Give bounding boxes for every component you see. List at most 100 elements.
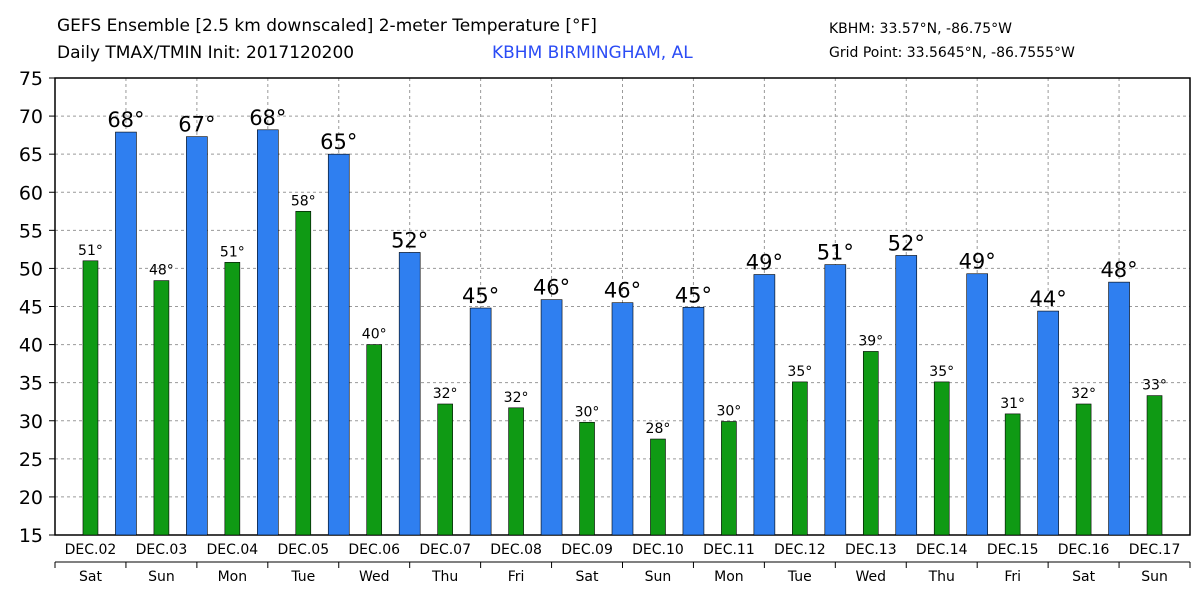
x-date-label: DEC.12 [774, 542, 826, 558]
tmax-data-label: 65° [320, 130, 357, 154]
tmin-data-label: 30° [716, 404, 741, 420]
tmax-bar [115, 131, 137, 536]
tmax-bar [895, 255, 918, 536]
x-weekday-label: Thu [928, 569, 955, 585]
x-date-label: DEC.07 [419, 542, 471, 558]
tmin-bar [862, 351, 879, 536]
x-date-label: DEC.04 [207, 542, 259, 558]
tmax-bar [327, 153, 350, 536]
y-tick-label: 40 [19, 335, 43, 357]
station-location: KBHM: 33.57°N, -86.75°W [829, 21, 1012, 37]
x-date-label: DEC.16 [1058, 542, 1110, 558]
grid-point-location: Grid Point: 33.5645°N, -86.7555°W [829, 45, 1075, 61]
x-date-label: DEC.17 [1129, 542, 1181, 558]
x-weekday-label: Sat [1072, 569, 1095, 585]
x-date-label: DEC.06 [348, 542, 400, 558]
tmin-data-label: 35° [787, 364, 812, 380]
tmax-bar [186, 136, 208, 536]
y-tick-label: 60 [19, 182, 43, 204]
tmin-data-label: 48° [149, 263, 174, 279]
tmax-bar [1108, 281, 1130, 536]
tmax-bar [257, 129, 279, 536]
x-weekday-label: Sat [576, 569, 599, 585]
tmin-data-label: 58° [291, 193, 316, 209]
tmax-bar [611, 302, 634, 536]
y-tick-label: 35 [19, 373, 43, 395]
x-date-label: DEC.10 [632, 542, 684, 558]
tmin-bar [224, 262, 241, 536]
x-date-label: DEC.08 [490, 542, 542, 558]
tmax-bar [1037, 310, 1059, 536]
tmax-data-label: 45° [675, 283, 712, 307]
x-weekday-label: Fri [1004, 569, 1021, 585]
tmin-bar [366, 344, 383, 536]
tmax-bar [824, 264, 847, 536]
x-weekday-label: Thu [431, 569, 458, 585]
tmax-data-label: 45° [462, 284, 499, 308]
y-tick-label: 20 [19, 487, 43, 509]
tmin-bar [153, 280, 170, 536]
station-name: KBHM BIRMINGHAM, AL [492, 43, 693, 63]
tmax-data-label: 46° [604, 279, 641, 303]
y-tick-label: 65 [19, 144, 43, 166]
x-date-label: DEC.15 [987, 542, 1039, 558]
y-tick-label: 55 [19, 220, 43, 242]
tmin-data-label: 51° [220, 244, 245, 260]
x-date-label: DEC.05 [277, 542, 329, 558]
chart-title: GEFS Ensemble [2.5 km downscaled] 2-mete… [57, 16, 597, 36]
tmin-data-label: 32° [433, 386, 458, 402]
tmax-data-label: 49° [959, 250, 996, 274]
tmax-data-label: 52° [391, 228, 428, 252]
tmin-bar [650, 438, 666, 536]
x-date-label: DEC.13 [845, 542, 897, 558]
tmax-bar [753, 274, 776, 536]
tmin-bar [933, 381, 950, 536]
tmin-data-label: 30° [575, 404, 600, 420]
x-weekday-label: Sun [645, 569, 672, 585]
x-weekday-label: Tue [787, 569, 812, 585]
tmin-bar [579, 421, 595, 536]
tmin-data-label: 31° [1000, 396, 1025, 412]
tmin-data-label: 32° [504, 390, 529, 406]
tmin-data-label: 51° [78, 243, 103, 259]
x-weekday-label: Wed [359, 569, 390, 585]
tmax-data-label: 67° [178, 113, 215, 137]
x-weekday-label: Tue [290, 569, 315, 585]
y-tick-label: 50 [19, 258, 43, 280]
x-date-label: DEC.02 [65, 542, 117, 558]
tmax-data-label: 68° [249, 106, 286, 130]
x-weekday-label: Sun [1141, 569, 1168, 585]
x-date-label: DEC.03 [136, 542, 188, 558]
tmin-bar [437, 403, 453, 536]
tmin-data-label: 39° [858, 333, 883, 349]
x-date-label: DEC.09 [561, 542, 613, 558]
tmax-bar [966, 273, 988, 536]
y-tick-label: 30 [19, 411, 43, 433]
tmin-bar [508, 407, 524, 536]
y-tick-label: 15 [19, 525, 43, 547]
tmin-bar [1004, 413, 1021, 536]
x-weekday-label: Mon [714, 569, 744, 585]
tmax-data-label: 46° [533, 276, 570, 300]
tmin-bar [1146, 395, 1163, 536]
tmax-data-label: 44° [1030, 287, 1067, 311]
chart-subtitle: Daily TMAX/TMIN Init: 2017120200 [57, 43, 355, 63]
tmin-data-label: 33° [1142, 378, 1167, 394]
tmin-bar [721, 421, 737, 536]
y-tick-label: 45 [19, 297, 43, 319]
x-weekday-label: Sun [148, 569, 175, 585]
tmax-bar [398, 252, 421, 536]
x-weekday-label: Wed [856, 569, 887, 585]
x-weekday-label: Sat [79, 569, 102, 585]
tmin-bar [1075, 403, 1092, 536]
x-weekday-label: Mon [218, 569, 248, 585]
tmax-data-label: 49° [746, 251, 783, 275]
x-weekday-label: Fri [508, 569, 525, 585]
y-tick-label: 25 [19, 449, 43, 471]
tmax-data-label: 68° [107, 108, 144, 132]
tmin-bar [792, 381, 808, 536]
tmax-data-label: 52° [888, 231, 925, 255]
tmax-bar [469, 307, 492, 536]
tmax-data-label: 48° [1100, 258, 1137, 282]
